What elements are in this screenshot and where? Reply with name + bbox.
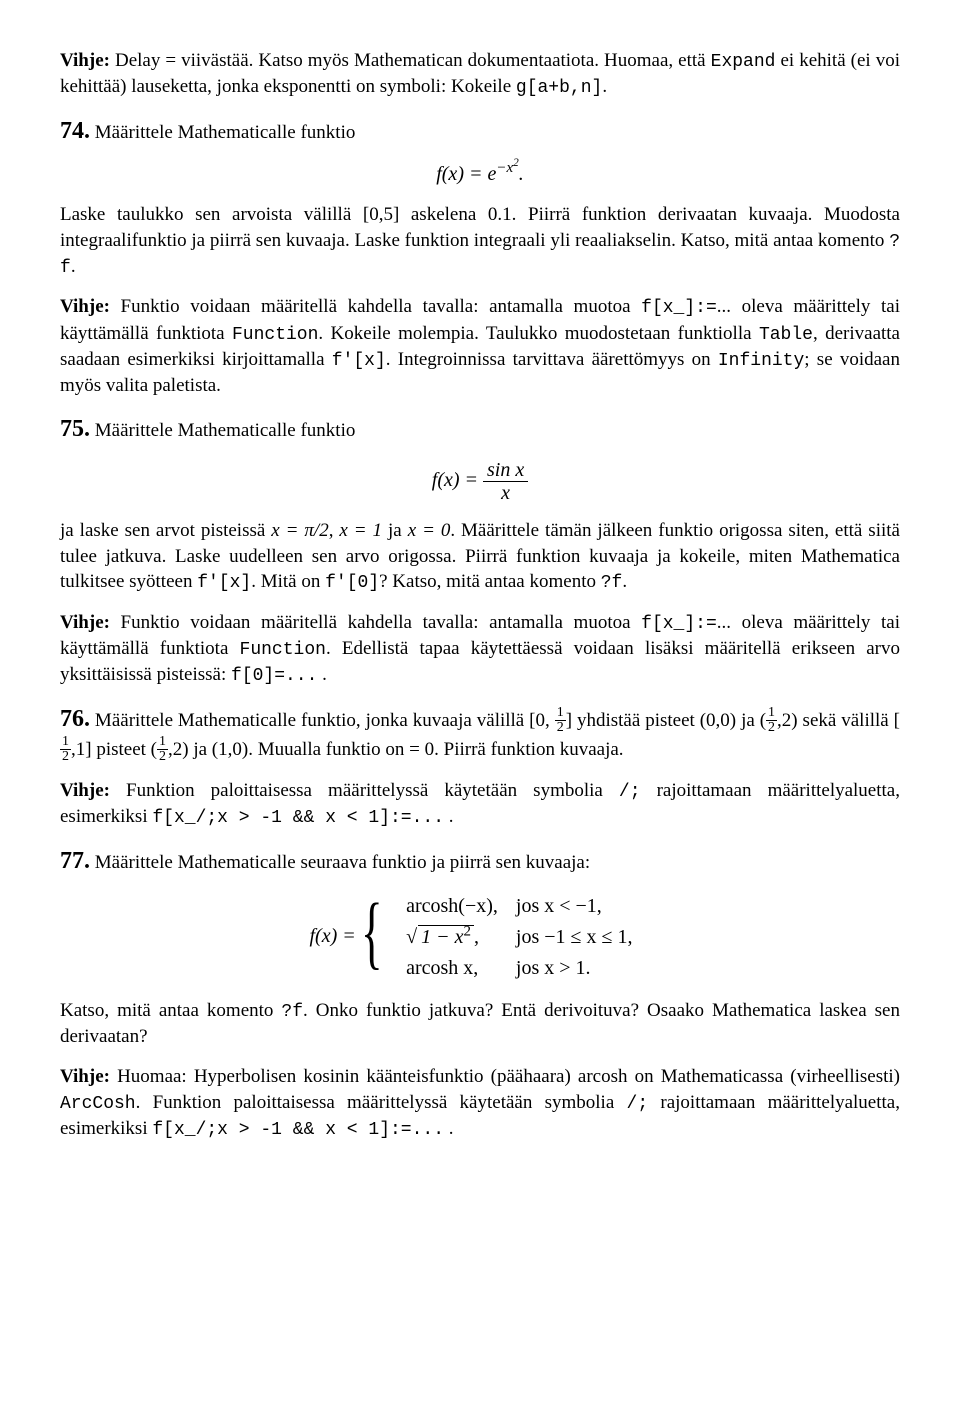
text: . Funktion paloittaisessa määrittelyssä …	[136, 1092, 627, 1113]
exercise-number: 77.	[60, 848, 90, 874]
text: Laske taulukko sen arvoista välillä [0,5…	[60, 204, 900, 251]
code: ?f	[281, 1002, 303, 1022]
exercise-77-intro: 77. Määrittele Mathematicalle seuraava f…	[60, 845, 900, 877]
text: .	[444, 1118, 454, 1139]
exercise-75-body: ja laske sen arvot pisteissä x = π/2, x …	[60, 518, 900, 596]
hint-76: Vihje: Funktion paloittaisessa määrittel…	[60, 778, 900, 831]
exercise-number: 74.	[60, 118, 90, 144]
eq-lhs: f(x) =	[310, 925, 361, 947]
exercise-number: 75.	[60, 416, 90, 442]
code: g[a+b,n]	[516, 78, 602, 98]
text: Määrittele Mathematicalle funktio, jonka…	[90, 710, 555, 731]
case-cond: jos −1 ≤ x ≤ 1,	[516, 926, 633, 948]
code: /;	[627, 1094, 649, 1114]
code: /;	[619, 782, 641, 802]
left-brace-icon: {	[361, 891, 383, 984]
exercise-number: 76.	[60, 706, 90, 732]
hint-label: Vihje:	[60, 296, 110, 317]
text: Delay = viivästää. Katso myös Mathematic…	[110, 50, 711, 71]
hint-label: Vihje:	[60, 1066, 110, 1087]
exercise-75-intro: 75. Määrittele Mathematicalle funktio	[60, 413, 900, 445]
hint-label: Vihje:	[60, 612, 110, 633]
code: ?f	[601, 573, 623, 593]
text: . Kokeile molempia. Taulukko muodostetaa…	[318, 323, 759, 344]
text: ? Katso, mitä antaa komento	[379, 571, 601, 592]
code: Infinity	[718, 351, 804, 371]
hint-74: Vihje: Funktio voidaan määritellä kahdel…	[60, 294, 900, 399]
text: ,1] pisteet (	[71, 739, 157, 760]
exercise-77-body: Katso, mitä antaa komento ?f. Onko funkt…	[60, 998, 900, 1050]
code: f'[x]	[197, 573, 251, 593]
math-inline: x = 0	[408, 520, 451, 541]
text: ,	[329, 520, 340, 541]
cases-body: arcosh(−x), jos x < −1, √1 − x2, jos −1 …	[406, 891, 650, 984]
equation-77: f(x) = { arcosh(−x), jos x < −1, √1 − x2…	[60, 891, 900, 984]
text: .	[317, 664, 327, 685]
exercise-74-body: Laske taulukko sen arvoista välillä [0,5…	[60, 202, 900, 280]
exercise-74-intro: 74. Määrittele Mathematicalle funktio	[60, 115, 900, 147]
code: f'[x]	[332, 351, 386, 371]
text: ,2) ja (1,0). Muualla funktio on = 0. Pi…	[168, 739, 624, 760]
text: Määrittele Mathematicalle funktio	[90, 420, 355, 441]
text: ,2) sekä välillä [	[777, 710, 900, 731]
text: ] yhdistää pisteet (0,0) ja (	[566, 710, 766, 731]
text: ,	[474, 926, 479, 948]
text: Funktio voidaan määritellä kahdella tava…	[110, 296, 641, 317]
text: . Integroinnissa tarvittava äärettömyys …	[386, 349, 718, 370]
sqrt-sup: 2	[463, 923, 471, 939]
hint-77: Vihje: Huomaa: Hyperbolisen kosinin kään…	[60, 1064, 900, 1142]
text: .	[602, 76, 607, 97]
frac-top: sin x	[483, 459, 528, 482]
text: ja laske sen arvot pisteissä	[60, 520, 271, 541]
text: .	[622, 571, 627, 592]
sqrt-icon: √1 − x2	[406, 924, 474, 951]
eq-end: .	[519, 163, 524, 185]
case-expr: arcosh x,	[406, 957, 478, 979]
text: Funktio voidaan määritellä kahdella tava…	[110, 612, 641, 633]
sqrt-body: 1 − x	[421, 926, 463, 948]
code: f'[0]	[325, 573, 379, 593]
text: . Mitä on	[251, 571, 325, 592]
hint-73: Vihje: Delay = viivästää. Katso myös Mat…	[60, 48, 900, 101]
math-inline: x = π/2	[271, 520, 328, 541]
text: ja	[382, 520, 408, 541]
eq-lhs: f(x) =	[432, 469, 483, 491]
text: Määrittele Mathematicalle seuraava funkt…	[90, 852, 590, 873]
code: f[x_]:=	[641, 614, 717, 634]
text: Funktion paloittaisessa määrittelyssä kä…	[110, 780, 619, 801]
code: Function	[240, 640, 326, 660]
equation-74: f(x) = e−x2.	[60, 161, 900, 188]
text: .	[444, 806, 454, 827]
code: f[x_/;x > -1 && x < 1]:=...	[152, 808, 444, 828]
code: f[0]=...	[231, 666, 317, 686]
text: .	[71, 256, 76, 277]
equation-75: f(x) = sin xx	[60, 459, 900, 504]
hint-label: Vihje:	[60, 50, 110, 71]
code: f[x_]:=	[641, 298, 717, 318]
hint-75: Vihje: Funktio voidaan määritellä kahdel…	[60, 610, 900, 689]
code: Expand	[711, 52, 776, 72]
math-inline: x = 1	[339, 520, 382, 541]
exercise-76: 76. Määrittele Mathematicalle funktio, j…	[60, 703, 900, 764]
text: Määrittele Mathematicalle funktio	[90, 122, 355, 143]
code: f[x_/;x > -1 && x < 1]:=...	[152, 1120, 444, 1140]
frac-bot: x	[483, 482, 528, 504]
code: ArcCosh	[60, 1094, 136, 1114]
eq-text: f(x) = e	[436, 163, 496, 185]
code: Function	[232, 325, 318, 345]
text: Katso, mitä antaa komento	[60, 1000, 281, 1021]
code: Table	[759, 325, 813, 345]
case-cond: jos x > 1.	[516, 957, 591, 979]
hint-label: Vihje:	[60, 780, 110, 801]
eq-exp: −x	[496, 160, 513, 176]
case-expr: arcosh(−x),	[406, 895, 498, 917]
text: Huomaa: Hyperbolisen kosinin käänteisfun…	[110, 1066, 900, 1087]
case-cond: jos x < −1,	[516, 895, 602, 917]
